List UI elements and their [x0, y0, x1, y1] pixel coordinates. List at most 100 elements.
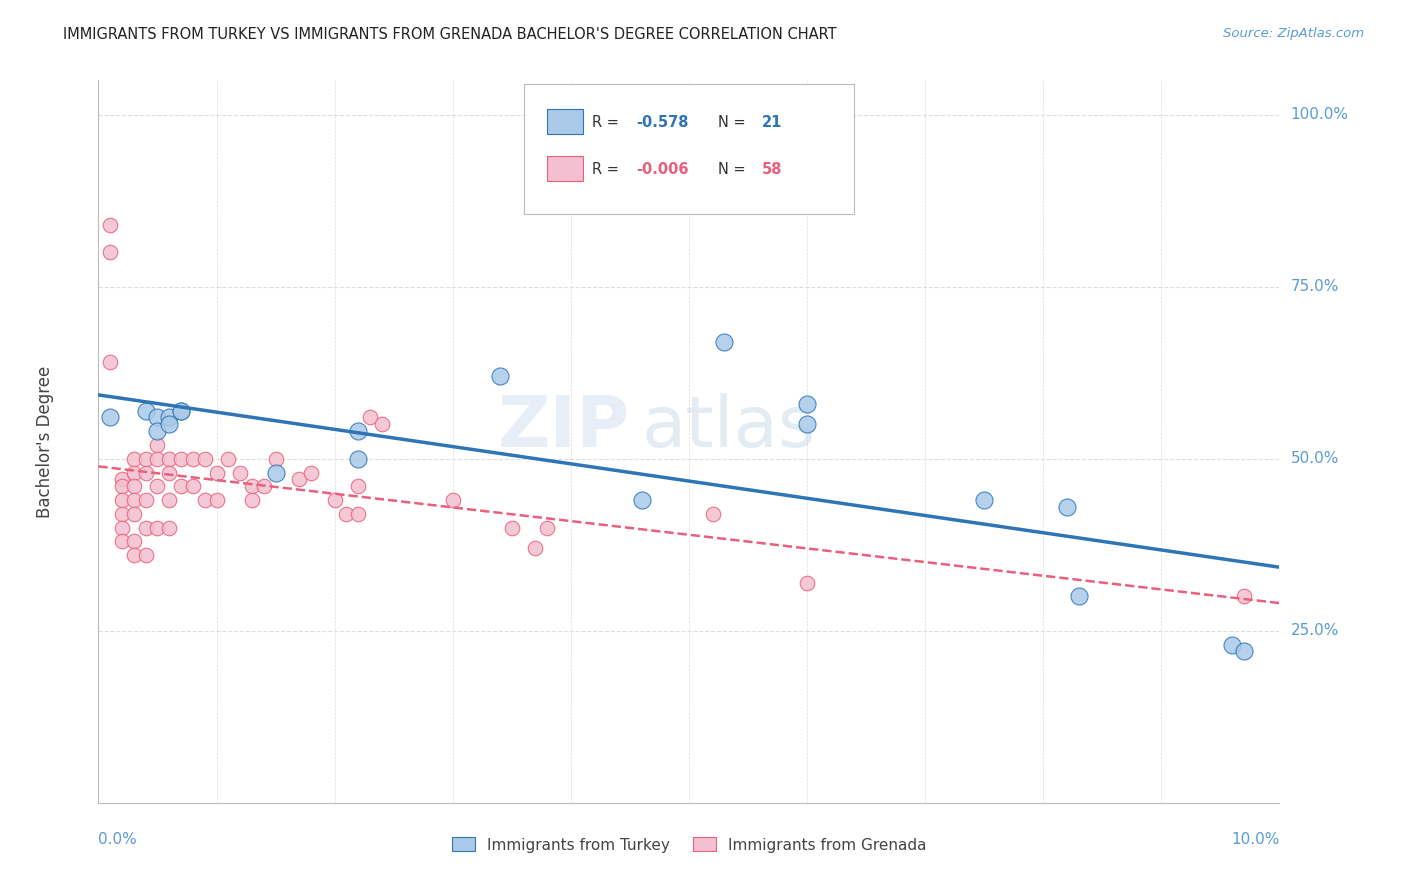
Point: [98, 410, 121, 425]
Text: 50.0%: 50.0%: [1291, 451, 1339, 467]
Text: R =: R =: [592, 161, 624, 177]
Point: [146, 520, 169, 534]
Point: [501, 520, 523, 534]
Point: [122, 466, 145, 480]
Point: [1220, 638, 1243, 652]
Point: [973, 493, 995, 508]
Point: [157, 493, 180, 508]
Text: Source: ZipAtlas.com: Source: ZipAtlas.com: [1223, 27, 1364, 40]
Bar: [547, 109, 582, 135]
Point: [146, 451, 169, 466]
Point: [796, 397, 818, 411]
Point: [371, 417, 394, 432]
Point: [135, 548, 157, 562]
Point: [157, 451, 180, 466]
Point: [194, 493, 217, 508]
Point: [524, 541, 547, 556]
Point: [347, 507, 370, 521]
Point: [111, 520, 134, 534]
Point: [1233, 644, 1256, 658]
Point: [122, 493, 145, 508]
Point: [1056, 500, 1078, 514]
Point: [217, 451, 239, 466]
Text: IMMIGRANTS FROM TURKEY VS IMMIGRANTS FROM GRENADA BACHELOR'S DEGREE CORRELATION : IMMIGRANTS FROM TURKEY VS IMMIGRANTS FRO…: [63, 27, 837, 42]
Text: ZIP: ZIP: [498, 392, 630, 461]
Text: 25.0%: 25.0%: [1291, 624, 1339, 639]
Point: [146, 438, 169, 452]
Point: [181, 451, 204, 466]
Text: 58: 58: [762, 161, 783, 177]
Text: 75.0%: 75.0%: [1291, 279, 1339, 294]
Point: [135, 493, 157, 508]
Point: [1233, 590, 1256, 604]
Legend: Immigrants from Turkey, Immigrants from Grenada: Immigrants from Turkey, Immigrants from …: [444, 830, 934, 860]
Text: -0.578: -0.578: [636, 115, 689, 129]
Point: [111, 472, 134, 486]
Point: [146, 410, 169, 425]
Point: [181, 479, 204, 493]
Point: [170, 403, 193, 417]
Point: [347, 479, 370, 493]
FancyBboxPatch shape: [523, 84, 855, 214]
Point: [264, 466, 287, 480]
Point: [135, 520, 157, 534]
Point: [264, 451, 287, 466]
Point: [111, 534, 134, 549]
Point: [630, 493, 652, 508]
Point: [157, 410, 180, 425]
Point: [122, 507, 145, 521]
Point: [796, 417, 818, 432]
Point: [170, 403, 193, 417]
Point: [288, 472, 311, 486]
Point: [122, 548, 145, 562]
Point: [98, 245, 121, 260]
Point: [240, 493, 263, 508]
Point: [146, 424, 169, 438]
Point: [157, 417, 180, 432]
Point: [122, 451, 145, 466]
Point: [170, 451, 193, 466]
Point: [323, 493, 346, 508]
Point: [194, 451, 217, 466]
Point: [122, 479, 145, 493]
Point: [157, 466, 180, 480]
Point: [98, 218, 121, 232]
Text: 0.0%: 0.0%: [98, 831, 138, 847]
Point: [441, 493, 464, 508]
Text: 100.0%: 100.0%: [1291, 107, 1348, 122]
Text: 21: 21: [762, 115, 783, 129]
Point: [111, 479, 134, 493]
Point: [135, 451, 157, 466]
Point: [111, 507, 134, 521]
Point: [1067, 590, 1090, 604]
Point: [170, 479, 193, 493]
Point: [157, 520, 180, 534]
Point: [359, 410, 381, 425]
Point: [347, 451, 370, 466]
Point: [135, 466, 157, 480]
Point: [253, 479, 276, 493]
Text: -0.006: -0.006: [636, 161, 689, 177]
Text: Bachelor's Degree: Bachelor's Degree: [37, 366, 55, 517]
Text: N =: N =: [718, 161, 751, 177]
Text: R =: R =: [592, 115, 624, 129]
Point: [713, 334, 735, 349]
Point: [111, 493, 134, 508]
Point: [299, 466, 322, 480]
Text: atlas: atlas: [641, 392, 815, 461]
Text: 10.0%: 10.0%: [1232, 831, 1279, 847]
Point: [135, 403, 157, 417]
Point: [347, 424, 370, 438]
Bar: [547, 156, 582, 181]
Point: [702, 507, 724, 521]
Point: [205, 493, 228, 508]
Point: [122, 534, 145, 549]
Point: [229, 466, 252, 480]
Point: [205, 466, 228, 480]
Point: [98, 355, 121, 369]
Point: [489, 369, 512, 384]
Point: [796, 575, 818, 590]
Point: [146, 479, 169, 493]
Point: [335, 507, 357, 521]
Point: [240, 479, 263, 493]
